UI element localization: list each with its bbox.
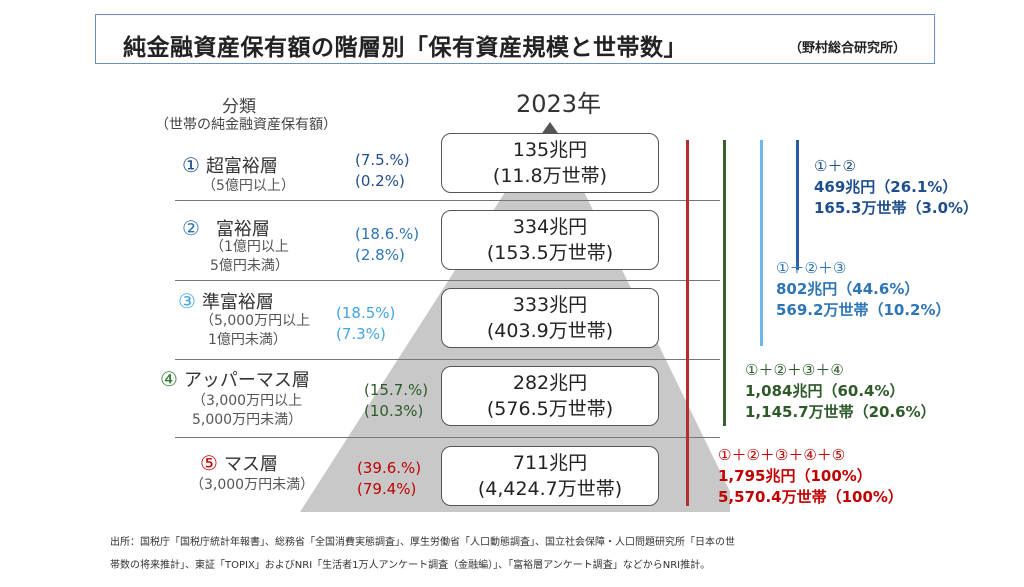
tier-3-range: （5,000万円以上 1億円未満） <box>200 313 311 348</box>
tier-1-range: （5億円以上） <box>202 178 295 194</box>
title-source: （野村総合研究所） <box>789 41 907 56</box>
footer-source-line2: 帯数の将来推計」、東証「TOPIX」およびNRI「生活者1万人アンケート調査（金… <box>110 560 711 571</box>
tier-3-percentages: (18.5%) (7.3%) <box>336 304 396 343</box>
tier-4-percentages: (15.7.%) (10.3%) <box>364 381 429 420</box>
year-label: 2023年 <box>516 90 602 118</box>
pyramid-apex <box>540 122 560 136</box>
classification-subheading: （世帯の純金融資産保有額） <box>155 117 337 133</box>
tier-2-box: 334兆円 (153.5万世帯) <box>441 210 659 270</box>
tier-divider <box>175 280 720 281</box>
group-line-1-3 <box>760 140 763 346</box>
tier-divider <box>175 437 720 438</box>
sum-1-2: ①＋② 469兆円（26.1%） 165.3万世帯（3.0%） <box>814 157 979 217</box>
classification-heading: 分類 <box>222 97 256 117</box>
tier-4-range: （3,000万円以上 5,000万円未満） <box>192 393 303 428</box>
sum-1-4: ①＋②＋③＋④ 1,084兆円（60.4%） 1,145.7万世帯（20.6%） <box>745 361 936 421</box>
sum-1-5: ①＋②＋③＋④＋⑤ 1,795兆円（100%） 5,570.4万世帯（100%） <box>718 446 903 506</box>
tier-5-percentages: (39.6.%) (79.4%) <box>357 459 422 498</box>
tier-1-percentages: (7.5.%) (0.2%) <box>355 151 410 190</box>
tier-divider <box>175 359 720 360</box>
tier-4-name: ④ アッパーマス層 <box>160 367 310 391</box>
tier-divider <box>175 200 720 201</box>
tier-3-box: 333兆円 (403.9万世帯) <box>441 288 659 348</box>
tier-5-range: （3,000万円未満） <box>190 477 315 493</box>
tier-4-box: 282兆円 (576.5万世帯) <box>441 366 659 426</box>
tier-2-percentages: (18.6.%) (2.8%) <box>355 225 420 264</box>
tier-5-name: ⑤ マス層 <box>200 451 278 475</box>
tier-1-name: ① 超富裕層 <box>182 153 278 177</box>
tier-3-name: ③ 準富裕層 <box>178 289 274 313</box>
group-line-1-4 <box>723 140 726 426</box>
sum-1-3: ①＋②＋③ 802兆円（44.6%） 569.2万世帯（10.2%） <box>776 259 951 319</box>
tier-2-name: ② 富裕層 <box>182 216 270 240</box>
footer-source-line1: 出所：国税庁「国税庁統計年報書」、総務省「全国消費実態調査」、厚生労働省「人口動… <box>110 537 735 548</box>
group-line-1-2 <box>796 140 799 270</box>
tier-2-range: （1億円以上 5億円未満） <box>210 239 289 274</box>
tier-5-box: 711兆円 (4,424.7万世帯) <box>441 446 659 506</box>
tier-1-box: 135兆円 (11.8万世帯) <box>441 133 659 193</box>
page-title: 純金融資産保有額の階層別「保有資産規模と世帯数」 <box>123 35 687 61</box>
group-line-all <box>686 140 689 506</box>
title-box <box>95 14 935 64</box>
